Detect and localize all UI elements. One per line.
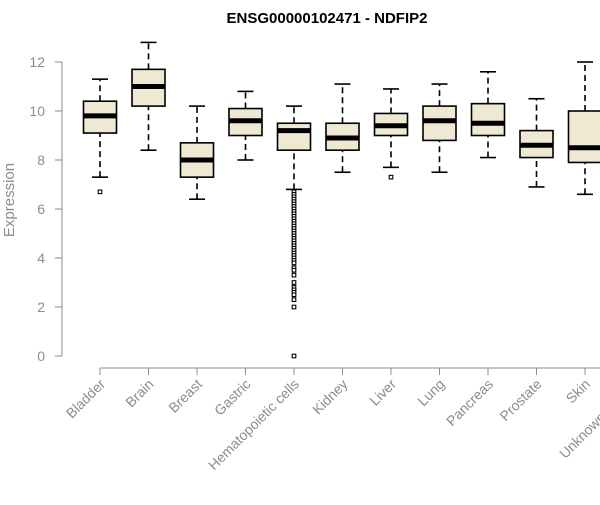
outlier-point — [292, 273, 296, 277]
y-tick-label: 8 — [37, 152, 45, 168]
box-hematopoietic-cells — [278, 106, 311, 358]
chart-title: ENSG00000102471 - NDFIP2 — [227, 10, 428, 27]
box-kidney — [326, 84, 359, 172]
y-tick-label: 6 — [37, 201, 45, 217]
x-tick-label: Bladder — [63, 376, 109, 422]
x-tick-label: Kidney — [309, 376, 351, 418]
box-breast — [181, 106, 214, 199]
outlier-point — [292, 268, 296, 272]
outlier-point — [292, 261, 296, 265]
x-tick-label: Liver — [366, 376, 399, 409]
box-skin — [569, 62, 600, 194]
box-gastric — [229, 91, 262, 160]
box-iqr — [278, 123, 311, 150]
box-liver — [375, 89, 408, 179]
y-tick-label: 12 — [29, 54, 45, 70]
x-tick-label: Hematopoietic cells — [205, 376, 302, 473]
outlier-point — [292, 354, 296, 358]
outlier-point — [292, 305, 296, 309]
box-iqr — [569, 111, 600, 162]
box-group — [84, 42, 600, 357]
outlier-point — [292, 281, 296, 285]
x-tick-label: Skin — [563, 376, 594, 407]
y-tick-label: 2 — [37, 299, 45, 315]
box-pancreas — [472, 72, 505, 158]
x-tick-label: Breast — [165, 376, 205, 416]
x-tick-label: Prostate — [496, 376, 544, 424]
x-tick-label: Gastric — [211, 376, 254, 419]
y-axis-label: Expression — [1, 163, 18, 237]
outlier-point — [98, 190, 102, 194]
x-tick-label: Pancreas — [443, 376, 496, 429]
outlier-point — [292, 293, 296, 297]
y-tick-label: 4 — [37, 250, 45, 266]
x-tick-label: Brain — [122, 376, 156, 410]
box-bladder — [84, 79, 117, 194]
outlier-point — [389, 175, 393, 179]
y-tick-label: 10 — [29, 103, 45, 119]
outlier-point — [292, 298, 296, 302]
x-tick-label: Lung — [414, 376, 447, 409]
box-lung — [423, 84, 456, 172]
y-axis: 0 2 4 6 8 10 12 — [29, 54, 62, 364]
box-iqr — [472, 104, 505, 136]
box-prostate — [520, 99, 553, 187]
y-tick-label: 0 — [37, 348, 45, 364]
box-brain — [132, 42, 165, 150]
